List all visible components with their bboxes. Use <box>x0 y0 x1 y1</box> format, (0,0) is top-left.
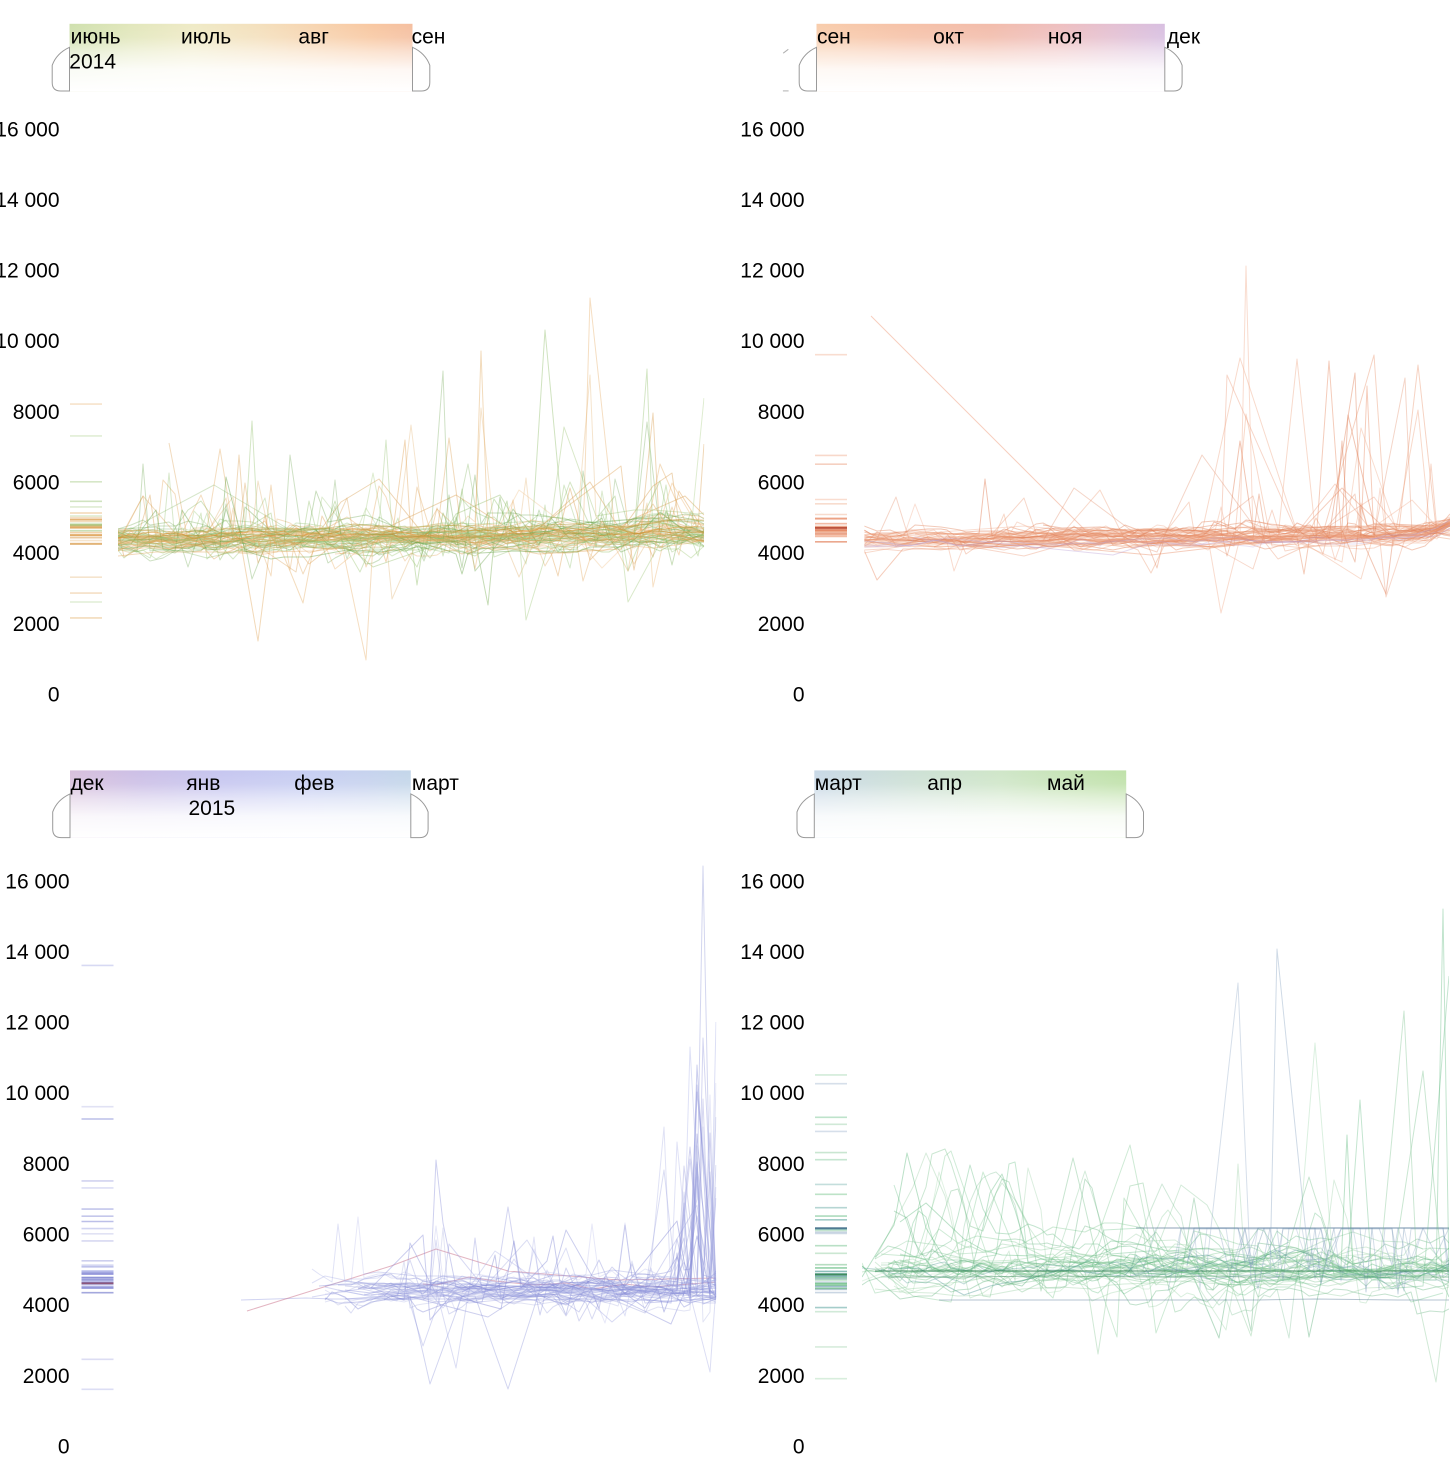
svg-text:8000: 8000 <box>758 401 805 424</box>
svg-text:0: 0 <box>58 1436 70 1455</box>
svg-text:12 000: 12 000 <box>0 260 60 283</box>
svg-text:окт: окт <box>933 25 964 48</box>
svg-text:14 000: 14 000 <box>740 189 804 212</box>
svg-text:июль: июль <box>181 25 231 48</box>
svg-text:сен: сен <box>817 25 851 48</box>
svg-text:12 000: 12 000 <box>740 260 804 283</box>
svg-text:6000: 6000 <box>758 1224 805 1247</box>
svg-text:0: 0 <box>793 684 805 707</box>
svg-text:июнь: июнь <box>71 25 121 48</box>
svg-text:14 000: 14 000 <box>740 941 804 964</box>
svg-text:март: март <box>815 772 862 795</box>
svg-text:6000: 6000 <box>758 472 805 495</box>
svg-text:2015: 2015 <box>189 797 236 820</box>
svg-text:фев: фев <box>294 772 334 795</box>
svg-text:4000: 4000 <box>23 1294 70 1317</box>
svg-text:май: май <box>1047 772 1085 795</box>
svg-text:2000: 2000 <box>758 613 805 636</box>
svg-text:10 000: 10 000 <box>5 1082 69 1105</box>
svg-text:4000: 4000 <box>758 1294 805 1317</box>
svg-text:10 000: 10 000 <box>740 330 804 353</box>
svg-text:авг: авг <box>298 25 329 48</box>
svg-text:8000: 8000 <box>758 1153 805 1176</box>
svg-text:16 000: 16 000 <box>740 870 804 893</box>
svg-text:2000: 2000 <box>23 1365 70 1388</box>
svg-text:14 000: 14 000 <box>0 189 60 212</box>
svg-text:2014: 2014 <box>69 51 116 74</box>
svg-text:12 000: 12 000 <box>5 1012 69 1035</box>
svg-text:4000: 4000 <box>13 542 60 565</box>
svg-text:16 000: 16 000 <box>740 118 804 141</box>
svg-text:дек: дек <box>1167 25 1201 48</box>
svg-text:2000: 2000 <box>758 1365 805 1388</box>
svg-text:0: 0 <box>48 684 60 707</box>
svg-text:8000: 8000 <box>23 1153 70 1176</box>
svg-text:дек: дек <box>71 772 105 795</box>
svg-text:6000: 6000 <box>23 1224 70 1247</box>
svg-text:янв: янв <box>186 772 220 795</box>
svg-text:10 000: 10 000 <box>740 1082 804 1105</box>
svg-text:8000: 8000 <box>13 401 60 424</box>
svg-text:16 000: 16 000 <box>0 118 60 141</box>
svg-text:2000: 2000 <box>13 613 60 636</box>
svg-text:ноя: ноя <box>1048 25 1083 48</box>
svg-text:14 000: 14 000 <box>5 941 69 964</box>
svg-text:апр: апр <box>927 772 962 795</box>
svg-text:сен: сен <box>412 25 446 48</box>
svg-text:4000: 4000 <box>758 542 805 565</box>
svg-text:март: март <box>412 772 459 795</box>
svg-text:10 000: 10 000 <box>0 330 60 353</box>
svg-text:12 000: 12 000 <box>740 1012 804 1035</box>
svg-text:6000: 6000 <box>13 472 60 495</box>
svg-text:16 000: 16 000 <box>5 870 69 893</box>
svg-text:0: 0 <box>793 1436 805 1455</box>
